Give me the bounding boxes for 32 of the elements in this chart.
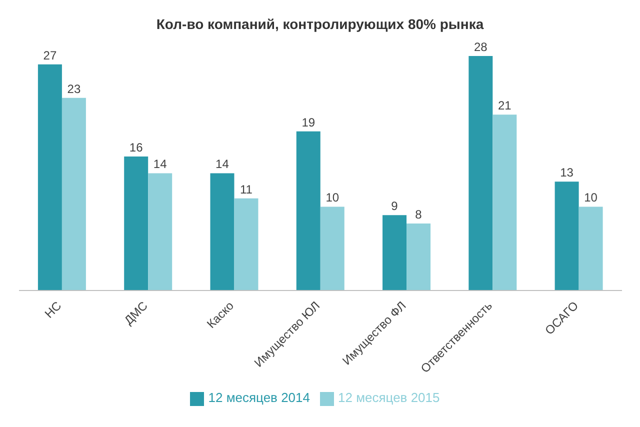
bar	[124, 156, 148, 290]
legend-label: 12 месяцев 2014	[208, 390, 310, 406]
data-label: 10	[326, 190, 340, 205]
data-label: 14	[153, 157, 168, 172]
bar	[296, 131, 320, 290]
data-label: 19	[302, 115, 316, 130]
data-label: 9	[391, 199, 398, 214]
data-label: 21	[498, 98, 512, 113]
bar	[406, 223, 431, 290]
bar	[468, 56, 493, 290]
data-label: 27	[43, 48, 57, 62]
data-label: 23	[67, 82, 81, 96]
bar	[320, 206, 344, 290]
data-label: 16	[129, 140, 144, 154]
data-label: 13	[560, 166, 574, 180]
bar	[210, 173, 234, 290]
data-label: 11	[240, 182, 253, 196]
legend-label: 12 месяцев 2015	[338, 390, 440, 406]
data-label: 10	[584, 190, 598, 205]
bar	[148, 173, 172, 290]
bar	[578, 206, 603, 290]
bar	[492, 114, 517, 290]
data-label: 28	[474, 40, 488, 54]
x-tick-label: НС	[42, 298, 64, 321]
data-label: 14	[216, 157, 230, 172]
bar	[38, 64, 62, 290]
bar	[234, 198, 258, 290]
bar	[382, 215, 407, 290]
data-label: 8	[415, 207, 422, 222]
bar	[554, 182, 579, 290]
bar	[62, 98, 86, 290]
chart-title: Кол-во компаний, контролирующих 80% рынка	[155, 16, 485, 32]
